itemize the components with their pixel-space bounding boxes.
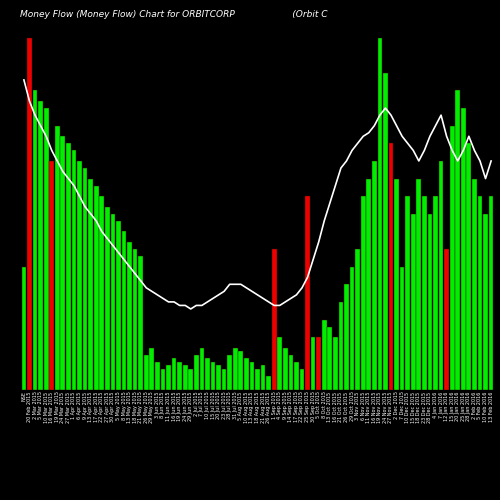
- Bar: [388, 144, 394, 390]
- Bar: [416, 178, 421, 390]
- Bar: [366, 178, 371, 390]
- Bar: [305, 196, 310, 390]
- Bar: [155, 362, 160, 390]
- Bar: [200, 348, 204, 390]
- Bar: [166, 366, 171, 390]
- Bar: [160, 369, 166, 390]
- Bar: [100, 196, 104, 390]
- Bar: [194, 355, 198, 390]
- Bar: [250, 362, 254, 390]
- Bar: [406, 196, 410, 390]
- Bar: [22, 266, 26, 390]
- Bar: [244, 358, 248, 390]
- Bar: [77, 161, 82, 390]
- Bar: [55, 126, 60, 390]
- Bar: [216, 366, 221, 390]
- Bar: [483, 214, 488, 390]
- Bar: [372, 161, 376, 390]
- Bar: [488, 196, 494, 390]
- Bar: [400, 266, 404, 390]
- Bar: [233, 348, 237, 390]
- Bar: [188, 369, 193, 390]
- Bar: [278, 337, 282, 390]
- Bar: [205, 358, 210, 390]
- Bar: [344, 284, 349, 390]
- Bar: [133, 249, 138, 390]
- Bar: [472, 178, 477, 390]
- Bar: [60, 136, 65, 390]
- Bar: [127, 242, 132, 390]
- Bar: [444, 249, 449, 390]
- Bar: [350, 266, 354, 390]
- Bar: [238, 351, 243, 390]
- Bar: [144, 355, 148, 390]
- Bar: [422, 196, 426, 390]
- Bar: [466, 144, 471, 390]
- Bar: [27, 38, 32, 390]
- Bar: [116, 221, 121, 390]
- Bar: [150, 348, 154, 390]
- Bar: [456, 90, 460, 390]
- Bar: [338, 302, 344, 390]
- Bar: [172, 358, 176, 390]
- Bar: [32, 90, 38, 390]
- Bar: [222, 369, 226, 390]
- Bar: [266, 376, 271, 390]
- Bar: [461, 108, 466, 390]
- Text: Money Flow (Money Flow) Chart for ORBITCORP                    (Orbit C: Money Flow (Money Flow) Chart for ORBITC…: [20, 10, 328, 19]
- Bar: [72, 150, 76, 390]
- Bar: [122, 232, 126, 390]
- Bar: [105, 207, 110, 390]
- Bar: [300, 369, 304, 390]
- Bar: [50, 161, 54, 390]
- Bar: [210, 362, 216, 390]
- Bar: [82, 168, 87, 390]
- Bar: [88, 178, 93, 390]
- Bar: [272, 249, 276, 390]
- Bar: [322, 320, 326, 390]
- Bar: [138, 256, 143, 390]
- Bar: [178, 362, 182, 390]
- Bar: [478, 196, 482, 390]
- Bar: [66, 144, 71, 390]
- Bar: [383, 73, 388, 390]
- Bar: [311, 337, 316, 390]
- Bar: [361, 196, 366, 390]
- Bar: [283, 348, 288, 390]
- Bar: [428, 214, 432, 390]
- Bar: [260, 366, 266, 390]
- Bar: [316, 337, 321, 390]
- Bar: [288, 355, 293, 390]
- Bar: [228, 355, 232, 390]
- Bar: [44, 108, 48, 390]
- Bar: [94, 186, 98, 390]
- Bar: [356, 249, 360, 390]
- Bar: [433, 196, 438, 390]
- Bar: [411, 214, 416, 390]
- Bar: [255, 369, 260, 390]
- Bar: [394, 178, 399, 390]
- Bar: [38, 101, 43, 390]
- Bar: [378, 38, 382, 390]
- Bar: [438, 161, 444, 390]
- Bar: [294, 362, 299, 390]
- Bar: [450, 126, 454, 390]
- Bar: [333, 337, 338, 390]
- Bar: [183, 366, 188, 390]
- Bar: [110, 214, 116, 390]
- Bar: [328, 326, 332, 390]
